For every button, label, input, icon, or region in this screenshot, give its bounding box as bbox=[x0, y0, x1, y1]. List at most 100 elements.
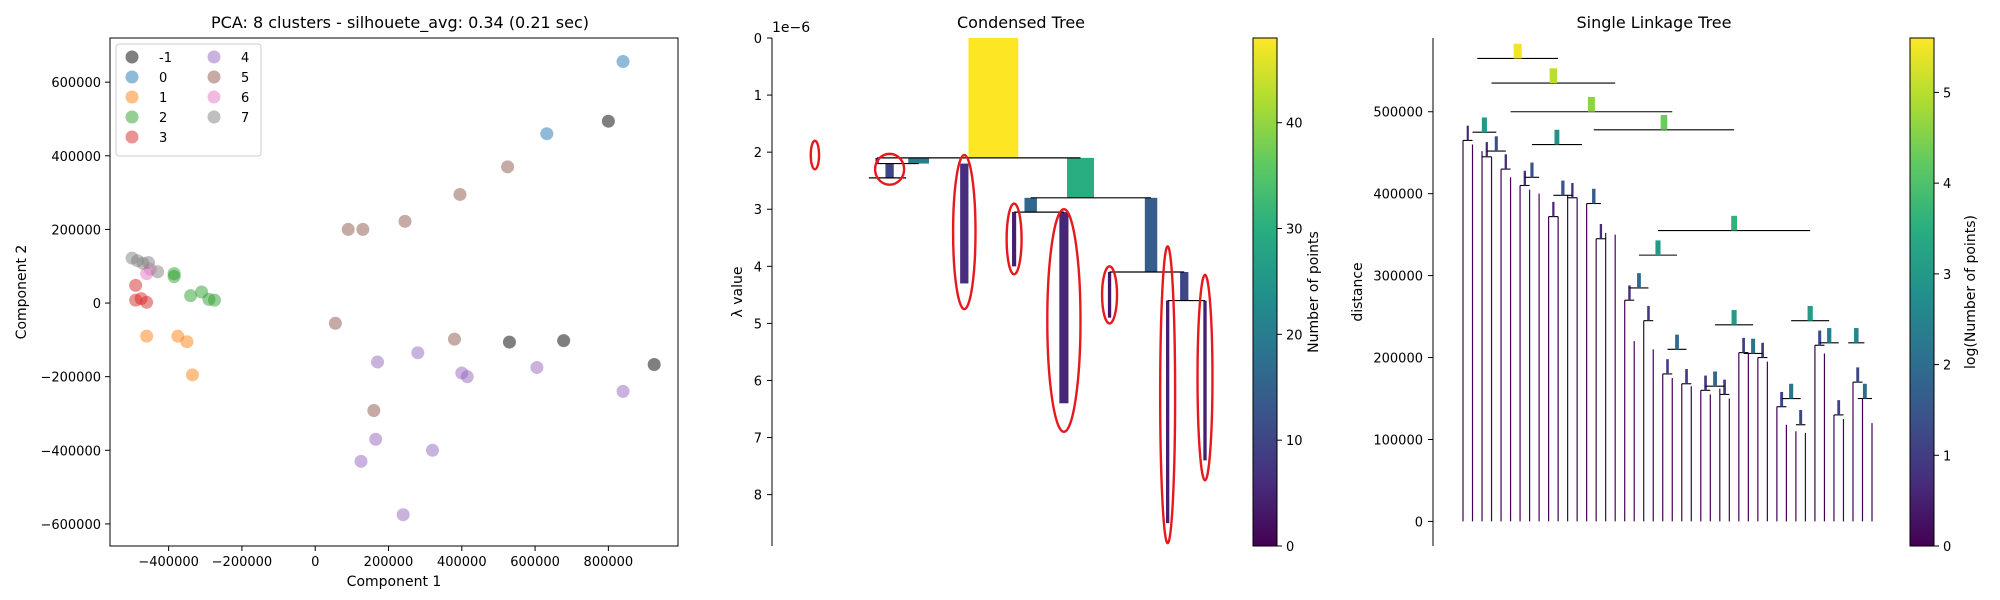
x-tick-label: −400000 bbox=[138, 555, 199, 570]
y-tick-label: 8 bbox=[754, 489, 762, 504]
legend-label: 6 bbox=[241, 91, 249, 106]
tree-branch bbox=[960, 163, 969, 284]
pca-axis-ticks: −400000 −200000 0 200000 400000 600000 800000 −… bbox=[40, 76, 633, 570]
condensed-tree-y-ticks: 0 1 2 3 4 5 6 7 8 bbox=[754, 32, 772, 504]
scatter-point bbox=[502, 335, 516, 349]
scatter-point bbox=[647, 358, 661, 372]
scatter-point bbox=[167, 270, 181, 284]
scatter-point bbox=[601, 114, 615, 128]
single-linkage-y-ticks: 0 100000 200000 300000 400000 500000 bbox=[1373, 106, 1433, 530]
scatter-point bbox=[460, 370, 474, 384]
tree-branch bbox=[1012, 212, 1017, 267]
legend-label: 0 bbox=[159, 71, 167, 86]
scatter-point bbox=[367, 404, 381, 418]
selected-cluster-ellipse bbox=[809, 139, 821, 171]
y-tick-label: 400000 bbox=[1373, 188, 1423, 203]
selected-cluster-ellipse bbox=[1005, 202, 1023, 276]
y-tick-label: 400000 bbox=[51, 150, 101, 165]
pca-scatter-points bbox=[125, 55, 661, 522]
x-tick-label: 0 bbox=[311, 555, 319, 570]
scatter-point bbox=[328, 316, 342, 330]
single-linkage-tree-title: Single Linkage Tree bbox=[1577, 13, 1732, 32]
scatter-point bbox=[530, 360, 544, 374]
legend-marker bbox=[207, 110, 221, 124]
colorbar-tick-label: 1 bbox=[1943, 449, 1951, 464]
colorbar-tick-label: 20 bbox=[1286, 328, 1303, 343]
condensed-tree-colorbar-ticks: 0 10 20 30 40 bbox=[1277, 117, 1303, 555]
pca-y-axis-label: Component 2 bbox=[14, 245, 30, 340]
scatter-point bbox=[411, 346, 425, 360]
legend-label: 4 bbox=[241, 51, 249, 66]
condensed-tree-selected-clusters bbox=[809, 139, 1214, 545]
selected-cluster-ellipse bbox=[873, 152, 906, 186]
tree-branch bbox=[1165, 300, 1170, 524]
tree-branch bbox=[1203, 300, 1207, 461]
condensed-tree-colorbar-label: Number of points bbox=[1306, 231, 1322, 353]
x-tick-label: −200000 bbox=[212, 555, 273, 570]
legend-label: 5 bbox=[241, 71, 249, 86]
scatter-point bbox=[354, 454, 368, 468]
condensed-tree-panel: Condensed Tree 1e−6 0 1 2 3 4 5 6 7 8 λ value 0 1… bbox=[730, 13, 1322, 555]
selected-cluster-ellipse bbox=[951, 153, 977, 311]
scatter-point bbox=[371, 355, 385, 369]
tree-branch bbox=[1067, 157, 1094, 198]
y-tick-label: 600000 bbox=[51, 76, 101, 91]
y-tick-label: 300000 bbox=[1373, 270, 1423, 285]
x-tick-label: 400000 bbox=[437, 555, 487, 570]
scatter-point bbox=[425, 443, 439, 457]
selected-cluster-ellipse bbox=[1196, 273, 1214, 482]
condensed-tree-colorbar bbox=[1252, 37, 1278, 547]
y-tick-label: 0 bbox=[1415, 515, 1423, 530]
legend-marker bbox=[125, 110, 139, 124]
tree-branch bbox=[1107, 272, 1112, 318]
condensed-tree-title: Condensed Tree bbox=[957, 13, 1085, 32]
single-linkage-dendrogram bbox=[1462, 43, 1873, 522]
scatter-point bbox=[369, 432, 383, 446]
scatter-point bbox=[129, 278, 143, 292]
y-tick-label: 500000 bbox=[1373, 106, 1423, 121]
scatter-point bbox=[207, 293, 221, 307]
condensed-tree-y-scale-factor: 1e−6 bbox=[772, 20, 810, 36]
colorbar-tick-label: 3 bbox=[1943, 268, 1951, 283]
single-linkage-colorbar-ticks: 0 1 2 3 4 5 bbox=[1934, 86, 1951, 555]
legend-marker bbox=[207, 90, 221, 104]
y-tick-label: 1 bbox=[754, 89, 762, 104]
legend-marker bbox=[125, 70, 139, 84]
scatter-point bbox=[140, 329, 154, 343]
legend-marker bbox=[125, 90, 139, 104]
tree-branch bbox=[885, 163, 894, 178]
x-tick-label: 600000 bbox=[510, 555, 560, 570]
selected-cluster-ellipse bbox=[1046, 208, 1082, 434]
tree-branch bbox=[1144, 197, 1158, 273]
single-linkage-tree-panel: Single Linkage Tree 0 100000 200000 300000 4… bbox=[1350, 13, 1979, 555]
colorbar-tick-label: 40 bbox=[1286, 117, 1303, 132]
y-tick-label: 200000 bbox=[1373, 352, 1423, 367]
y-tick-label: 0 bbox=[754, 32, 762, 47]
scatter-point bbox=[184, 289, 198, 303]
selected-cluster-ellipse bbox=[1158, 245, 1177, 545]
y-tick-label: 0 bbox=[93, 297, 101, 312]
legend-marker bbox=[125, 50, 139, 64]
scatter-point bbox=[180, 335, 194, 349]
y-tick-label: −400000 bbox=[40, 444, 101, 459]
scatter-point bbox=[447, 332, 461, 346]
y-tick-label: 5 bbox=[754, 317, 762, 332]
tree-branch bbox=[968, 38, 1019, 158]
pca-chart-title: PCA: 8 clusters - silhouete_avg: 0.34 (0… bbox=[211, 13, 589, 33]
colorbar-tick-label: 4 bbox=[1943, 177, 1951, 192]
scatter-point bbox=[356, 222, 370, 236]
scatter-point bbox=[151, 265, 165, 279]
pca-plot-frame bbox=[109, 37, 679, 547]
scatter-point bbox=[396, 508, 410, 522]
scatter-point bbox=[341, 222, 355, 236]
scatter-point bbox=[140, 295, 154, 309]
pca-x-axis-label: Component 1 bbox=[347, 574, 442, 590]
pca-legend: -1 0 1 2 3 4 5 6 7 bbox=[115, 43, 262, 157]
scatter-point bbox=[540, 127, 554, 141]
legend-label: 1 bbox=[159, 91, 167, 106]
y-tick-label: 4 bbox=[754, 260, 762, 275]
y-tick-label: 100000 bbox=[1373, 433, 1423, 448]
scatter-point bbox=[616, 384, 630, 398]
colorbar-tick-label: 0 bbox=[1286, 540, 1294, 555]
